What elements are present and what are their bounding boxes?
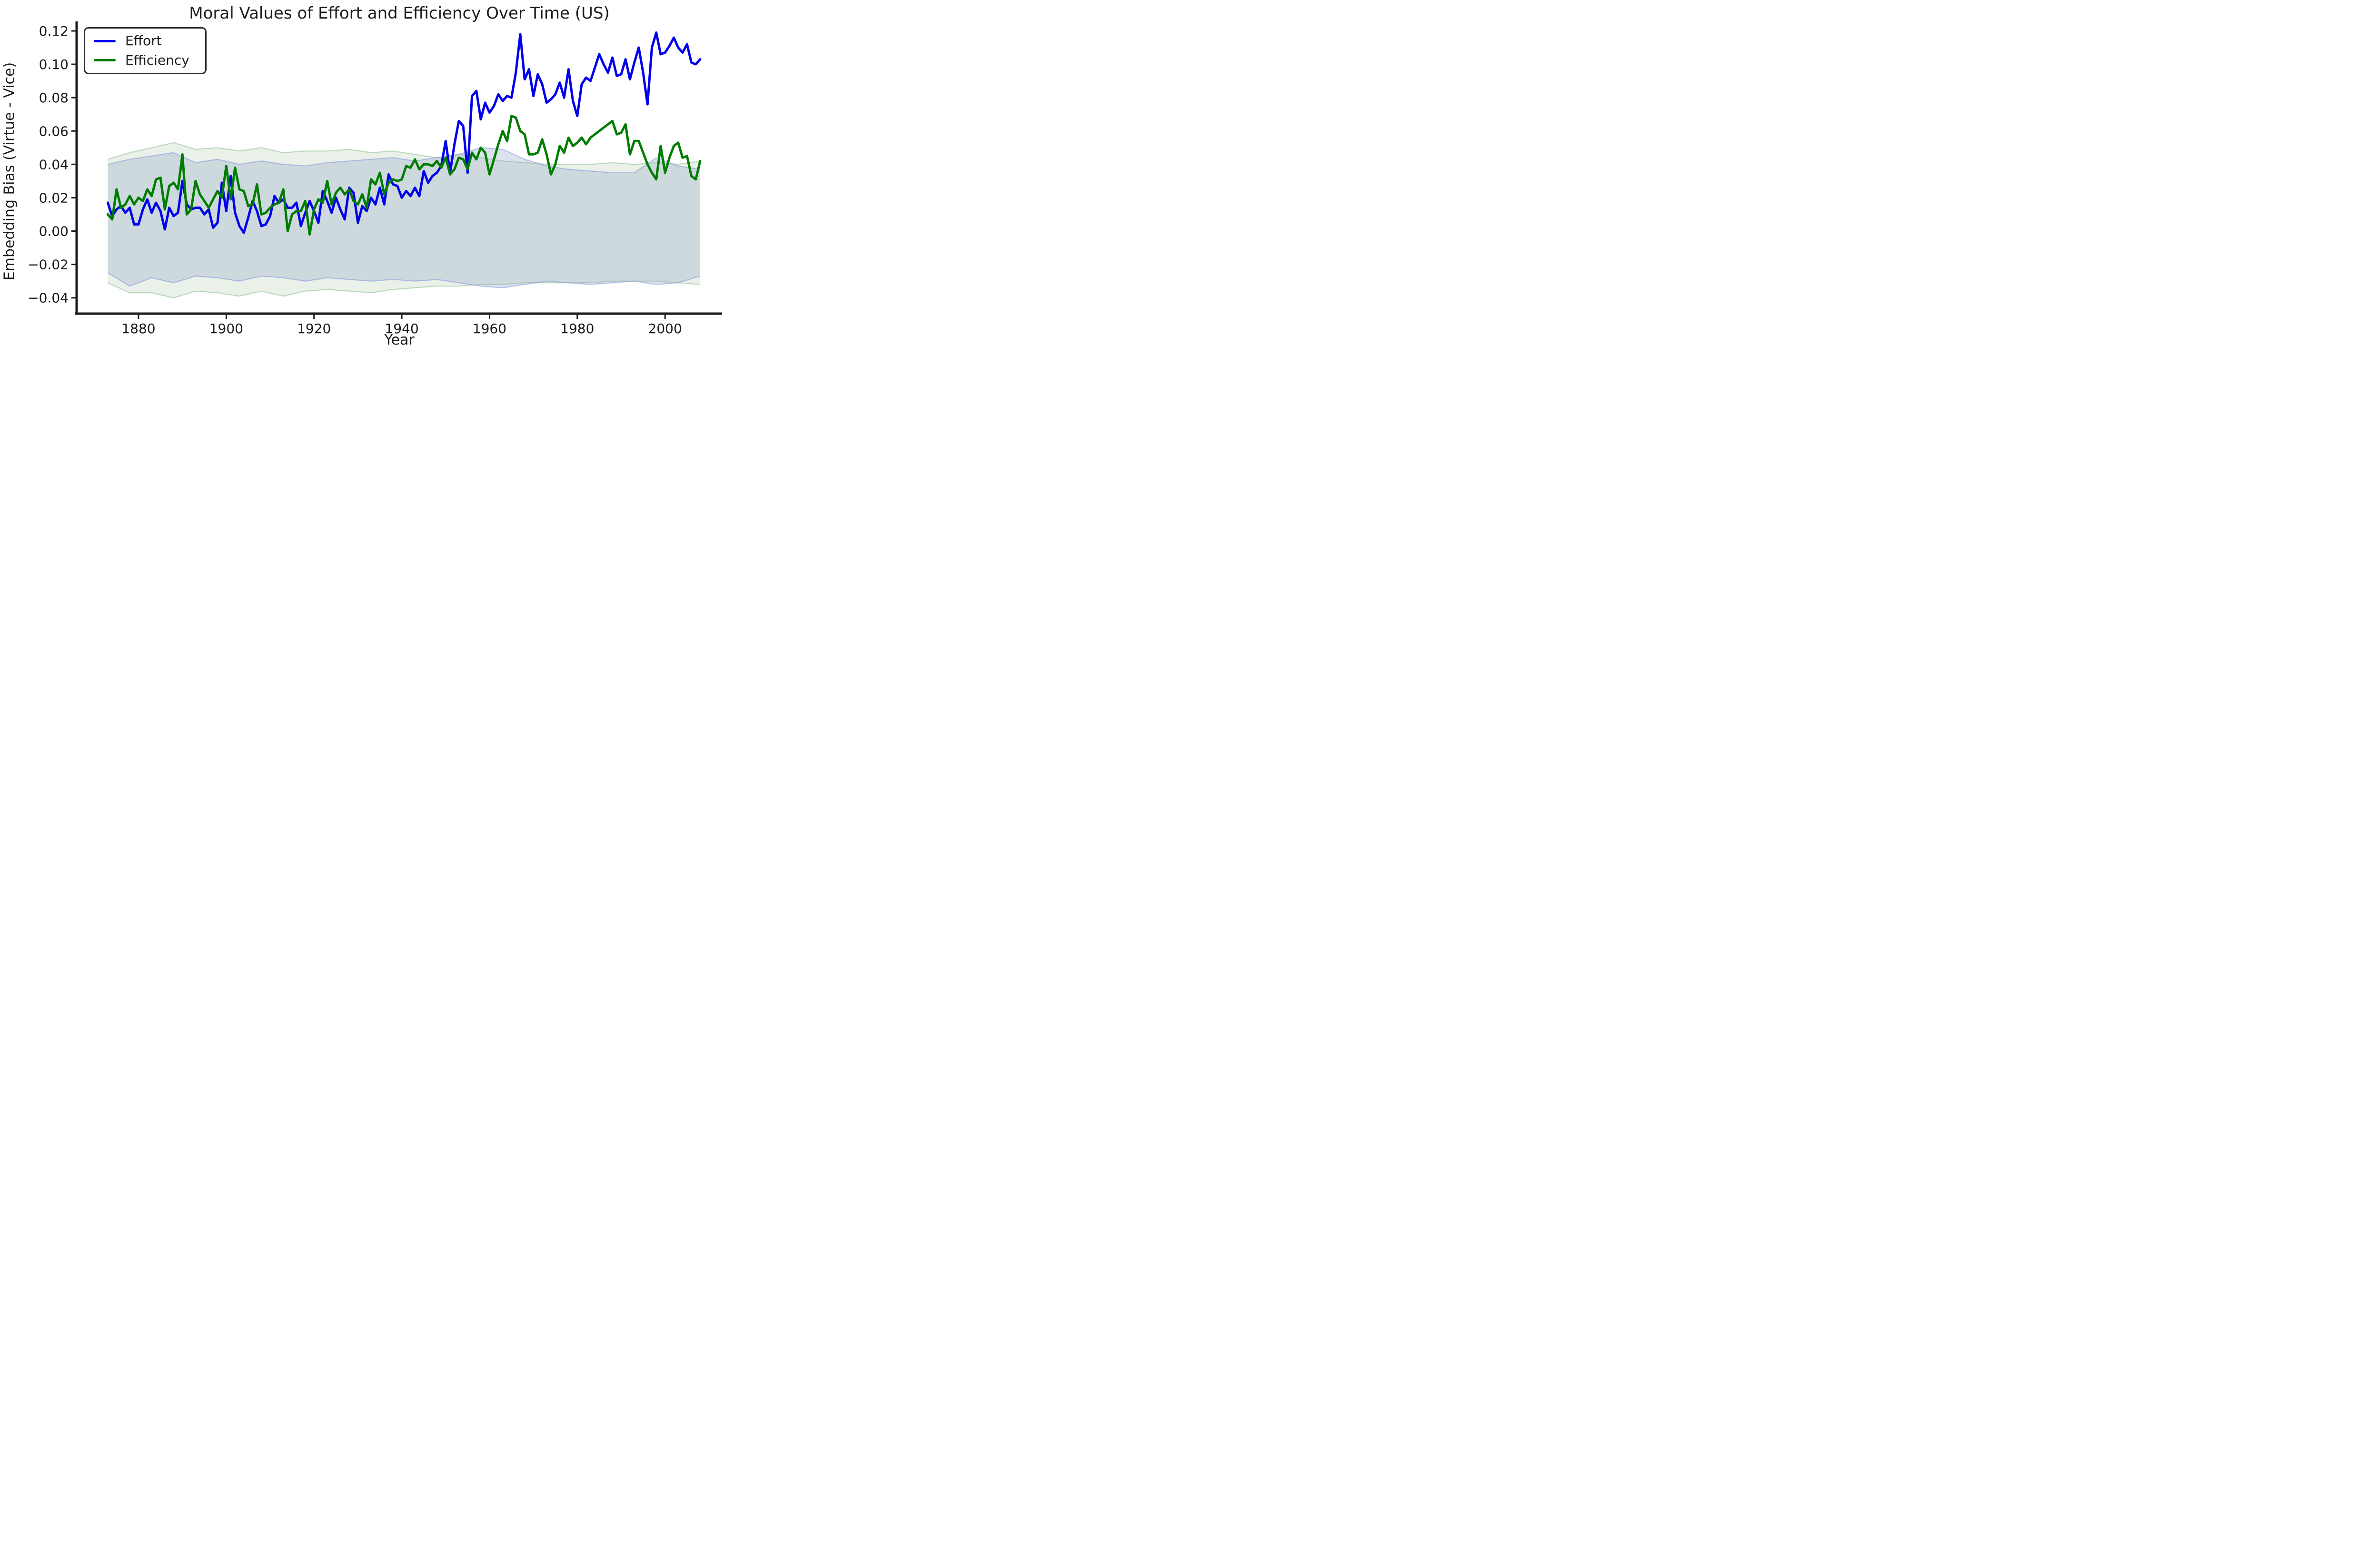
legend-label-effort: Effort <box>125 33 162 49</box>
band-top-edge-1 <box>108 147 701 173</box>
x-axis-label: Year <box>384 332 415 348</box>
legend-item-effort: Effort <box>85 34 205 48</box>
x-tick-label: 1980 <box>560 321 594 336</box>
y-tick-label: 0.08 <box>39 90 69 106</box>
y-tick-label: 0.12 <box>39 23 69 39</box>
chart-canvas: 0.12 0.10 0.08 0.06 0.04 0.02 0.00 −0.02 −0.04 18… <box>28 21 722 336</box>
x-tick-label: 1920 <box>297 321 331 336</box>
band-top-edge-0 <box>108 142 701 165</box>
x-tick-label: 1940 <box>385 321 418 336</box>
effort-line-swatch <box>94 40 116 42</box>
legend: Effort Efficiency <box>84 27 207 74</box>
x-tick-label: 1880 <box>121 321 155 336</box>
efficiency-line-swatch <box>94 59 116 62</box>
band-fill-0 <box>108 142 700 298</box>
x-tick-label: 1900 <box>209 321 243 336</box>
y-tick-label: 0.10 <box>39 57 69 72</box>
figure: Moral Values of Effort and Efficiency Ov… <box>0 0 731 354</box>
y-axis-label: Embedding Bias (Virtue - Vice) <box>1 62 18 281</box>
series-line-effort <box>106 31 702 234</box>
legend-label-efficiency: Efficiency <box>125 52 189 68</box>
y-tick-label: −0.04 <box>28 290 69 306</box>
band-bottom-edge-1 <box>107 272 701 288</box>
y-tick-label: −0.02 <box>28 257 69 273</box>
band-fill-1 <box>108 148 700 288</box>
legend-item-efficiency: Efficiency <box>85 52 205 68</box>
x-tick-label: 1960 <box>473 321 506 336</box>
chart-title: Moral Values of Effort and Efficiency Ov… <box>189 4 610 23</box>
y-tick-label: 0.06 <box>39 123 69 139</box>
y-tick-label: 0.02 <box>39 190 69 206</box>
y-tick-label: 0.04 <box>39 157 69 172</box>
series-line-efficiency <box>106 115 702 236</box>
y-tick-label: 0.00 <box>39 224 69 239</box>
band-bottom-edge-0 <box>107 280 700 298</box>
x-tick-label: 2000 <box>648 321 682 336</box>
